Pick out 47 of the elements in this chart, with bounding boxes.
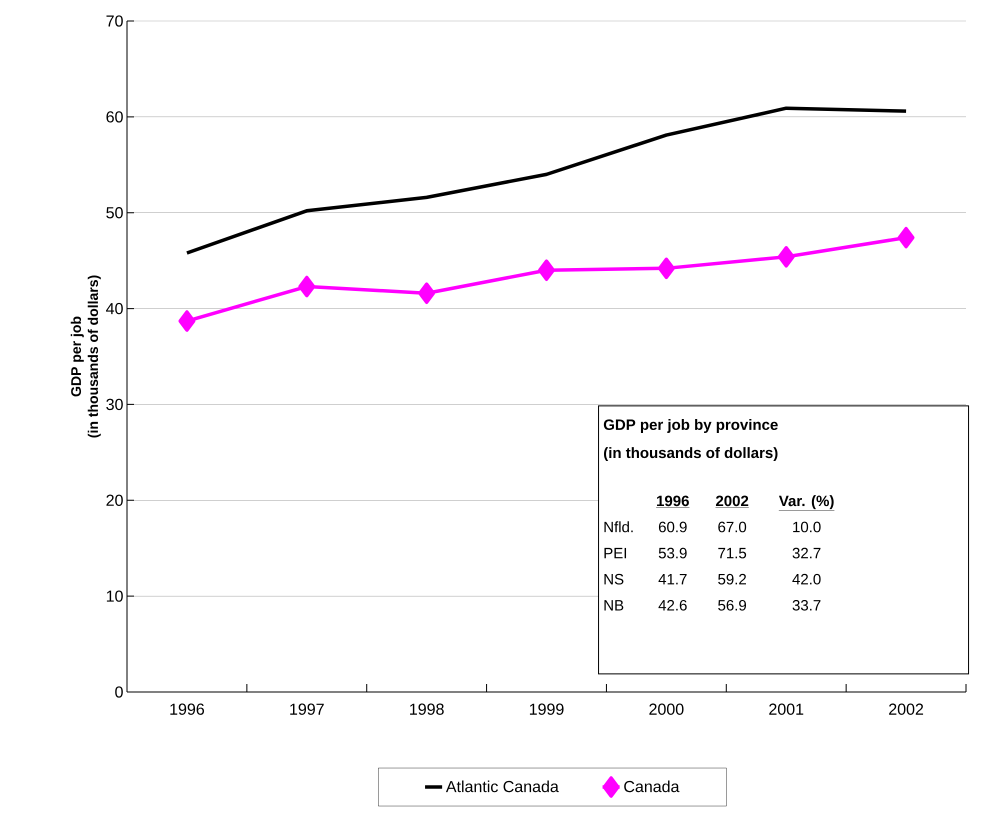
annotation: 71.5 xyxy=(718,548,746,558)
x-tick-label: 2002 xyxy=(889,704,924,715)
annotation: 42.0 xyxy=(792,574,821,584)
annotation: NB xyxy=(604,600,624,610)
annotation: 60.9 xyxy=(658,522,687,532)
annotation: Nfld. xyxy=(604,521,633,532)
point xyxy=(898,226,915,248)
point xyxy=(298,276,316,298)
annotation: 41.7 xyxy=(658,574,687,584)
y-tick-label: 50 xyxy=(106,207,123,218)
y-tick-label: 60 xyxy=(106,111,123,123)
x-tick-label: 1996 xyxy=(170,704,204,715)
annotation: 1996 xyxy=(657,496,689,506)
annotation: NS xyxy=(604,574,624,584)
annotation: 59.2 xyxy=(718,574,746,584)
x-tick-label: 1998 xyxy=(410,704,444,715)
x-tick-label: 1997 xyxy=(290,704,324,715)
annotation: 10.0 xyxy=(793,522,821,532)
annotation: 53.9 xyxy=(658,548,687,558)
annotation: 32.7 xyxy=(792,548,820,558)
point xyxy=(418,282,436,304)
point xyxy=(778,246,795,268)
annotation: PEI xyxy=(604,548,626,558)
annotation: GDP per job by province xyxy=(604,418,778,433)
point xyxy=(658,258,675,280)
annotation: 42.6 xyxy=(658,600,687,611)
x-tick-label: 1999 xyxy=(530,704,564,715)
annotation: 2002 xyxy=(716,496,748,506)
annotation: Var. (%) xyxy=(778,495,834,510)
y-tick-label: 0 xyxy=(115,686,123,698)
annotation: 67.0 xyxy=(718,522,746,532)
x-tick-label: 2000 xyxy=(649,704,684,715)
y-tick-label: 10 xyxy=(106,590,123,602)
y-tick-label: 30 xyxy=(106,398,123,410)
y-axis-title: GDP per job (in thousands of dollars) xyxy=(70,276,101,438)
y-tick-label: 20 xyxy=(106,494,123,506)
legend-label: Atlantic Canada xyxy=(446,780,559,792)
y-tick-label: 70 xyxy=(106,15,123,27)
annotation: (in thousands of dollars) xyxy=(604,447,778,462)
y-tick-label: 40 xyxy=(106,302,123,314)
legend-label: Canada xyxy=(624,780,680,792)
line-series xyxy=(185,106,908,255)
x-tick-label: 2001 xyxy=(769,704,804,715)
annotation: 33.7 xyxy=(792,600,820,611)
annotation: 56.9 xyxy=(718,600,746,611)
point xyxy=(538,259,556,281)
point xyxy=(178,310,196,332)
